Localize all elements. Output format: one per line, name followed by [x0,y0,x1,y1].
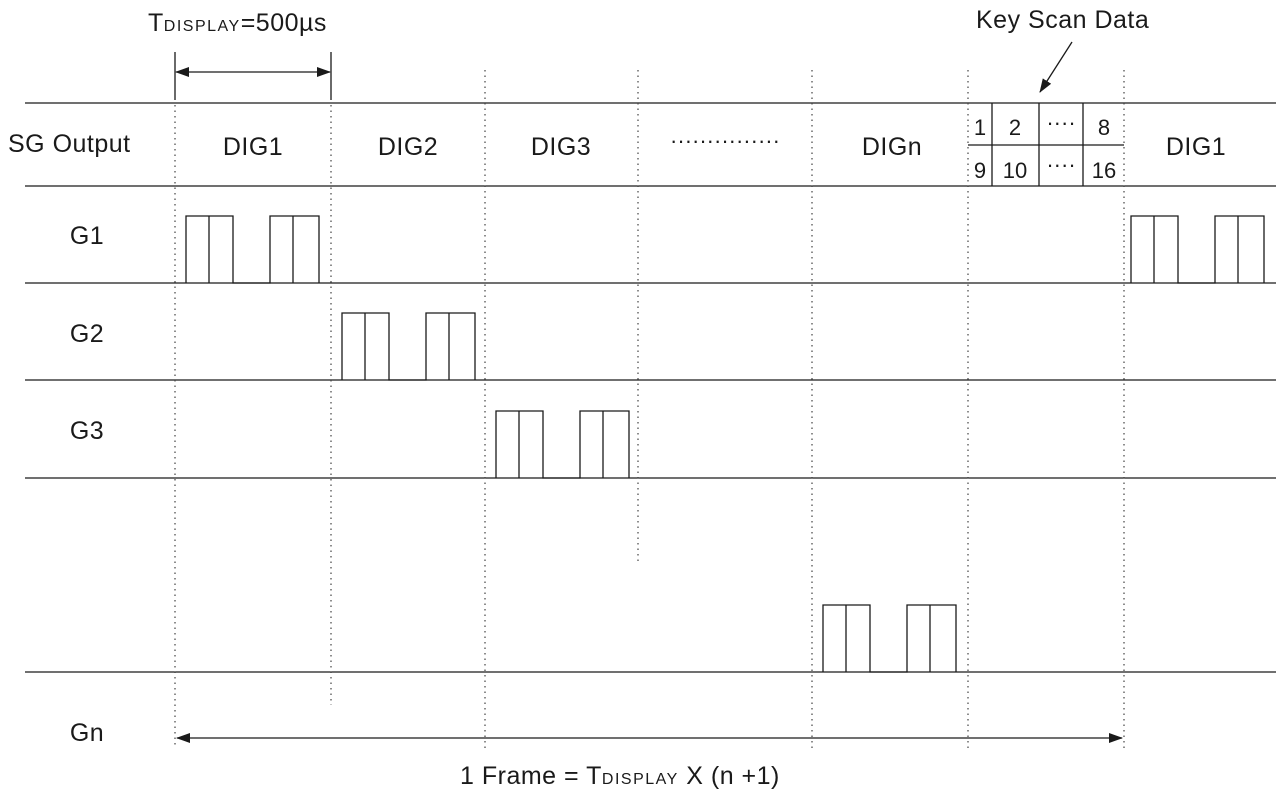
column-dig2: DIG2 [378,133,438,161]
key-scan-cell-16: 16 [1092,158,1116,183]
column-dign: DIGn [862,133,922,161]
key-scan-grid: 1 2 ···· 8 9 10 ···· 16 [968,103,1124,186]
pulse-g1-dig1-repeat [1130,215,1265,284]
key-scan-cell-10: 10 [1003,158,1027,183]
pulse-g1-dig1 [185,215,320,284]
tdisplay-label: TDISPLAY=500µs [148,9,327,37]
row-label-g3: G3 [70,417,104,445]
key-scan-dots-top: ···· [1046,110,1075,135]
pulse-outline [1130,215,1265,284]
row-label-gn: Gn [70,719,104,747]
pulse-outline [495,410,630,479]
sg-output-label: SG Output [8,130,131,158]
column-dig3: DIG3 [531,133,591,161]
pulse-outline [185,215,320,284]
key-scan-label: Key Scan Data [976,6,1149,34]
row-label-g1: G1 [70,222,104,250]
key-scan-dots-bottom: ···· [1046,152,1075,177]
column-dig1: DIG1 [223,133,283,161]
row-label-g2: G2 [70,320,104,348]
column-ellipsis: ··············· [670,128,780,153]
pulse-outline [341,312,476,381]
key-scan-cell-9: 9 [974,158,986,183]
key-scan-cell-8: 8 [1098,115,1110,140]
pulse-gn-dign [822,604,957,673]
key-scan-cell-2: 2 [1009,115,1021,140]
pulse-outline [822,604,957,673]
column-dig1-repeat: DIG1 [1166,133,1226,161]
key-scan-arrow [1039,41,1073,93]
frame-label: 1 Frame = TDISPLAY X (n +1) [460,762,780,790]
pulse-g3-dig3 [495,410,630,479]
key-scan-cell-1: 1 [974,115,986,140]
pulse-g2-dig2 [341,312,476,381]
